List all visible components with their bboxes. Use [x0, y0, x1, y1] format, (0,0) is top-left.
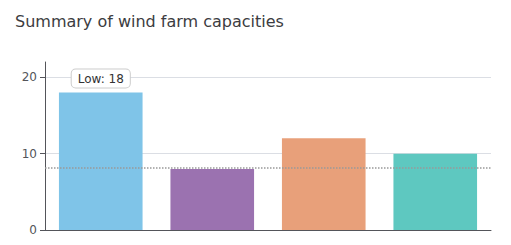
- svg-text:20: 20: [22, 70, 37, 84]
- svg-text:Low: 18: Low: 18: [78, 72, 124, 86]
- svg-text:0: 0: [29, 223, 37, 237]
- svg-text:10: 10: [22, 147, 37, 161]
- svg-text:Summary of wind farm capacitie: Summary of wind farm capacities: [15, 12, 284, 31]
